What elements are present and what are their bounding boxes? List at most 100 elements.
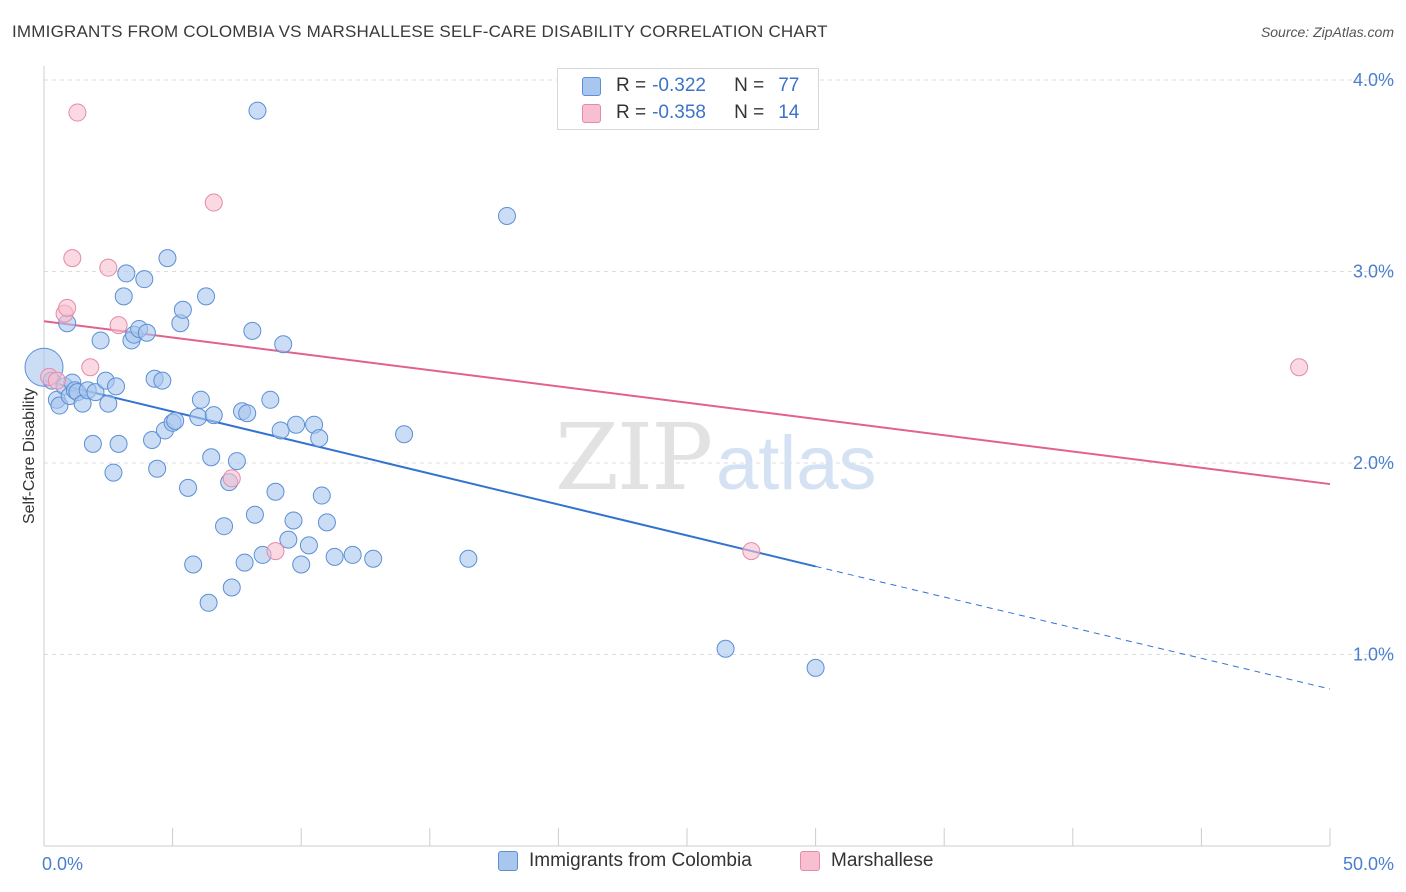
trend-line-marshallese bbox=[43, 320, 1331, 486]
point-colombia bbox=[243, 321, 262, 340]
point-colombia bbox=[497, 206, 516, 225]
x-tick-label-min: 0.0% bbox=[42, 854, 83, 874]
point-colombia bbox=[238, 404, 257, 423]
point-colombia bbox=[325, 547, 344, 566]
point-marshallese bbox=[204, 193, 223, 212]
point-colombia bbox=[107, 377, 126, 396]
point-marshallese bbox=[742, 542, 761, 561]
point-colombia bbox=[274, 335, 293, 354]
watermark-zip: ZIP bbox=[555, 404, 711, 511]
legend-swatch-blue bbox=[582, 76, 601, 96]
point-marshallese bbox=[63, 249, 82, 268]
point-marshallese bbox=[68, 103, 87, 122]
point-colombia bbox=[364, 549, 383, 568]
point-colombia bbox=[166, 411, 185, 430]
point-colombia bbox=[245, 505, 264, 524]
legend-row-marshallese: R = -0.358 N = 14 bbox=[582, 101, 799, 125]
point-colombia bbox=[279, 530, 298, 549]
data-points bbox=[24, 101, 1309, 677]
point-colombia bbox=[271, 421, 290, 440]
y-tick-label: 4.0% bbox=[1353, 70, 1394, 90]
point-marshallese bbox=[81, 358, 100, 377]
y-axis-label: Self-Care Disability bbox=[21, 388, 38, 524]
point-colombia bbox=[86, 383, 105, 402]
legend-r-label: R = bbox=[616, 102, 647, 123]
point-colombia bbox=[287, 415, 306, 434]
axes bbox=[43, 66, 1331, 847]
y-tick-label: 3.0% bbox=[1353, 262, 1394, 282]
point-colombia bbox=[135, 270, 154, 289]
x-tick-label-max: 50.0% bbox=[1343, 854, 1394, 874]
point-colombia bbox=[202, 448, 221, 467]
point-colombia bbox=[197, 287, 216, 306]
point-colombia bbox=[248, 101, 267, 120]
point-marshallese bbox=[266, 542, 285, 561]
y-tick-label: 1.0% bbox=[1353, 645, 1394, 665]
trend-line-colombia-extension bbox=[815, 565, 1331, 690]
point-marshallese bbox=[1290, 358, 1309, 377]
correlation-legend: R = -0.322 N = 77 R = -0.358 N = 14 bbox=[557, 68, 819, 130]
point-colombia bbox=[215, 517, 234, 536]
series-legend-marshallese[interactable]: Marshallese bbox=[800, 850, 933, 872]
point-colombia bbox=[459, 549, 478, 568]
point-colombia bbox=[91, 331, 110, 350]
point-colombia bbox=[153, 371, 172, 390]
point-marshallese bbox=[109, 316, 128, 335]
series-legend-colombia[interactable]: Immigrants from Colombia bbox=[498, 850, 752, 872]
point-colombia bbox=[716, 639, 735, 658]
watermark-atlas: atlas bbox=[716, 421, 877, 506]
point-marshallese bbox=[58, 298, 77, 317]
legend-n-value: 77 bbox=[778, 75, 800, 96]
point-colombia bbox=[806, 658, 825, 677]
point-colombia bbox=[158, 249, 177, 268]
point-colombia bbox=[317, 513, 336, 532]
point-colombia bbox=[284, 511, 303, 530]
point-colombia bbox=[343, 545, 362, 564]
point-colombia bbox=[310, 429, 329, 448]
trend-line-colombia bbox=[43, 379, 816, 568]
point-colombia bbox=[191, 390, 210, 409]
source-credit: Source: ZipAtlas.com bbox=[1260, 24, 1394, 40]
point-colombia bbox=[395, 425, 414, 444]
point-colombia bbox=[199, 593, 218, 612]
tick-labels: 1.0% 2.0% 3.0% 4.0% 0.0% 50.0% Self-Care Disab… bbox=[21, 70, 1394, 874]
point-marshallese bbox=[99, 258, 118, 277]
point-colombia bbox=[109, 434, 128, 453]
point-colombia bbox=[83, 434, 102, 453]
point-colombia bbox=[312, 486, 331, 505]
point-colombia bbox=[235, 553, 254, 572]
legend-n-label: N = bbox=[734, 102, 765, 123]
point-colombia bbox=[143, 431, 162, 450]
point-colombia bbox=[148, 459, 167, 478]
series-label-marshallese: Marshallese bbox=[831, 850, 934, 871]
legend-r-value: -0.322 bbox=[652, 75, 706, 96]
legend-n-value: 14 bbox=[778, 102, 800, 123]
point-colombia bbox=[292, 555, 311, 574]
legend-n-label: N = bbox=[734, 75, 765, 96]
point-colombia bbox=[261, 390, 280, 409]
point-colombia bbox=[299, 536, 318, 555]
point-colombia bbox=[99, 394, 118, 413]
point-colombia bbox=[204, 406, 223, 425]
trend-lines bbox=[43, 320, 1331, 690]
series-swatch-pink bbox=[800, 851, 820, 871]
point-colombia bbox=[173, 300, 192, 319]
legend-swatch-pink bbox=[582, 103, 601, 123]
legend-r-label: R = bbox=[616, 75, 647, 96]
point-colombia bbox=[104, 463, 123, 482]
point-colombia bbox=[189, 408, 208, 427]
series-swatch-blue bbox=[498, 851, 518, 871]
series-legend: Immigrants from Colombia Marshallese bbox=[0, 850, 1406, 878]
chart-title: IMMIGRANTS FROM COLOMBIA VS MARSHALLESE … bbox=[12, 22, 828, 41]
point-colombia bbox=[266, 482, 285, 501]
point-colombia bbox=[117, 264, 136, 283]
point-colombia bbox=[227, 452, 246, 471]
point-colombia bbox=[184, 555, 203, 574]
point-colombia bbox=[179, 478, 198, 497]
y-tick-label: 2.0% bbox=[1353, 453, 1394, 473]
point-colombia bbox=[137, 323, 156, 342]
point-marshallese bbox=[47, 371, 66, 390]
point-colombia bbox=[114, 287, 133, 306]
